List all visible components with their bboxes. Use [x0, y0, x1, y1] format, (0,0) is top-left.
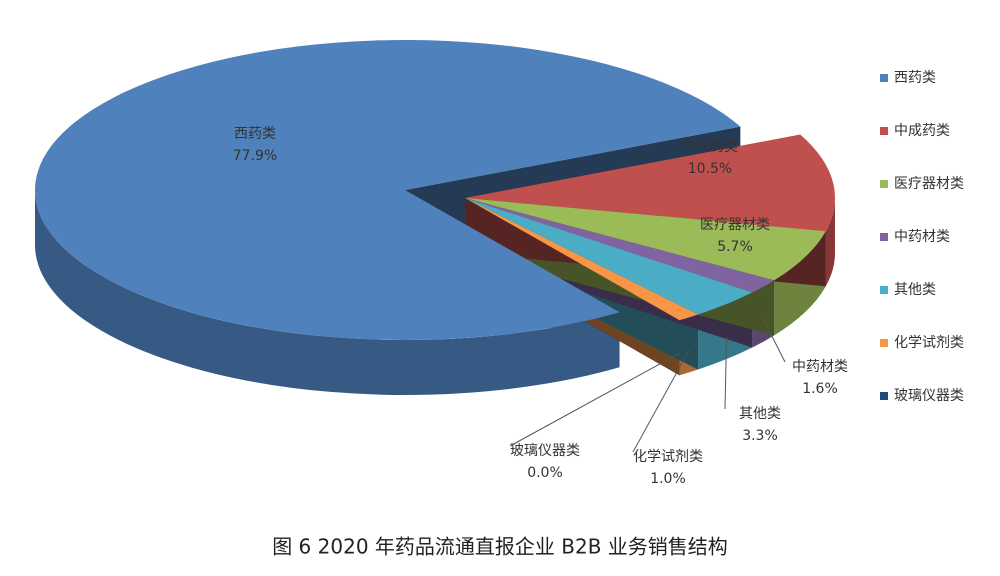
slice	[465, 198, 826, 281]
pie-tops	[35, 40, 835, 341]
data-label-value: 77.9%	[233, 148, 277, 164]
slice	[465, 198, 753, 315]
chart-title: 图 6 2020 年药品流通直报企业 B2B 业务销售结构	[272, 535, 728, 559]
legend-label: 中成药类	[894, 123, 950, 139]
leader-line	[763, 319, 786, 363]
data-label-name: 化学试剂类	[633, 449, 703, 465]
data-label-name: 医疗器材类	[700, 217, 770, 233]
legend-label: 其他类	[894, 282, 936, 298]
legend-label: 化学试剂类	[894, 335, 964, 351]
legend-label: 中药材类	[894, 229, 950, 245]
slice	[465, 198, 699, 321]
legend-swatch	[880, 286, 888, 294]
data-label-value: 1.0%	[650, 471, 686, 487]
slice	[35, 40, 741, 341]
legend-swatch	[880, 180, 888, 188]
legend-swatch	[880, 339, 888, 347]
leader-line	[509, 352, 680, 447]
data-label-name: 中药材类	[792, 359, 848, 375]
leader-line	[724, 337, 728, 410]
legend-swatch	[880, 127, 888, 135]
slice-side	[825, 198, 835, 287]
data-label-name: 其他类	[739, 406, 781, 422]
slice-side	[35, 190, 620, 395]
slice	[465, 134, 835, 232]
legend-swatch	[880, 233, 888, 241]
data-label-value: 0.0%	[527, 465, 563, 481]
leader-line	[632, 350, 690, 453]
data-label-value: 3.3%	[742, 428, 778, 444]
legend-label: 玻璃仪器类	[894, 387, 964, 404]
slice	[465, 198, 775, 293]
legend-swatch	[880, 74, 888, 82]
legend-label: 西药类	[894, 70, 936, 86]
data-label-name: 西药类	[234, 126, 276, 142]
data-label-value: 5.7%	[717, 239, 753, 255]
data-label-name: 中成药类	[682, 139, 738, 155]
data-label-value: 10.5%	[688, 161, 732, 177]
legend-swatch	[880, 392, 888, 400]
legend-label: 医疗器材类	[894, 176, 964, 192]
data-label-name: 玻璃仪器类	[510, 442, 580, 459]
data-label-value: 1.6%	[802, 381, 838, 397]
